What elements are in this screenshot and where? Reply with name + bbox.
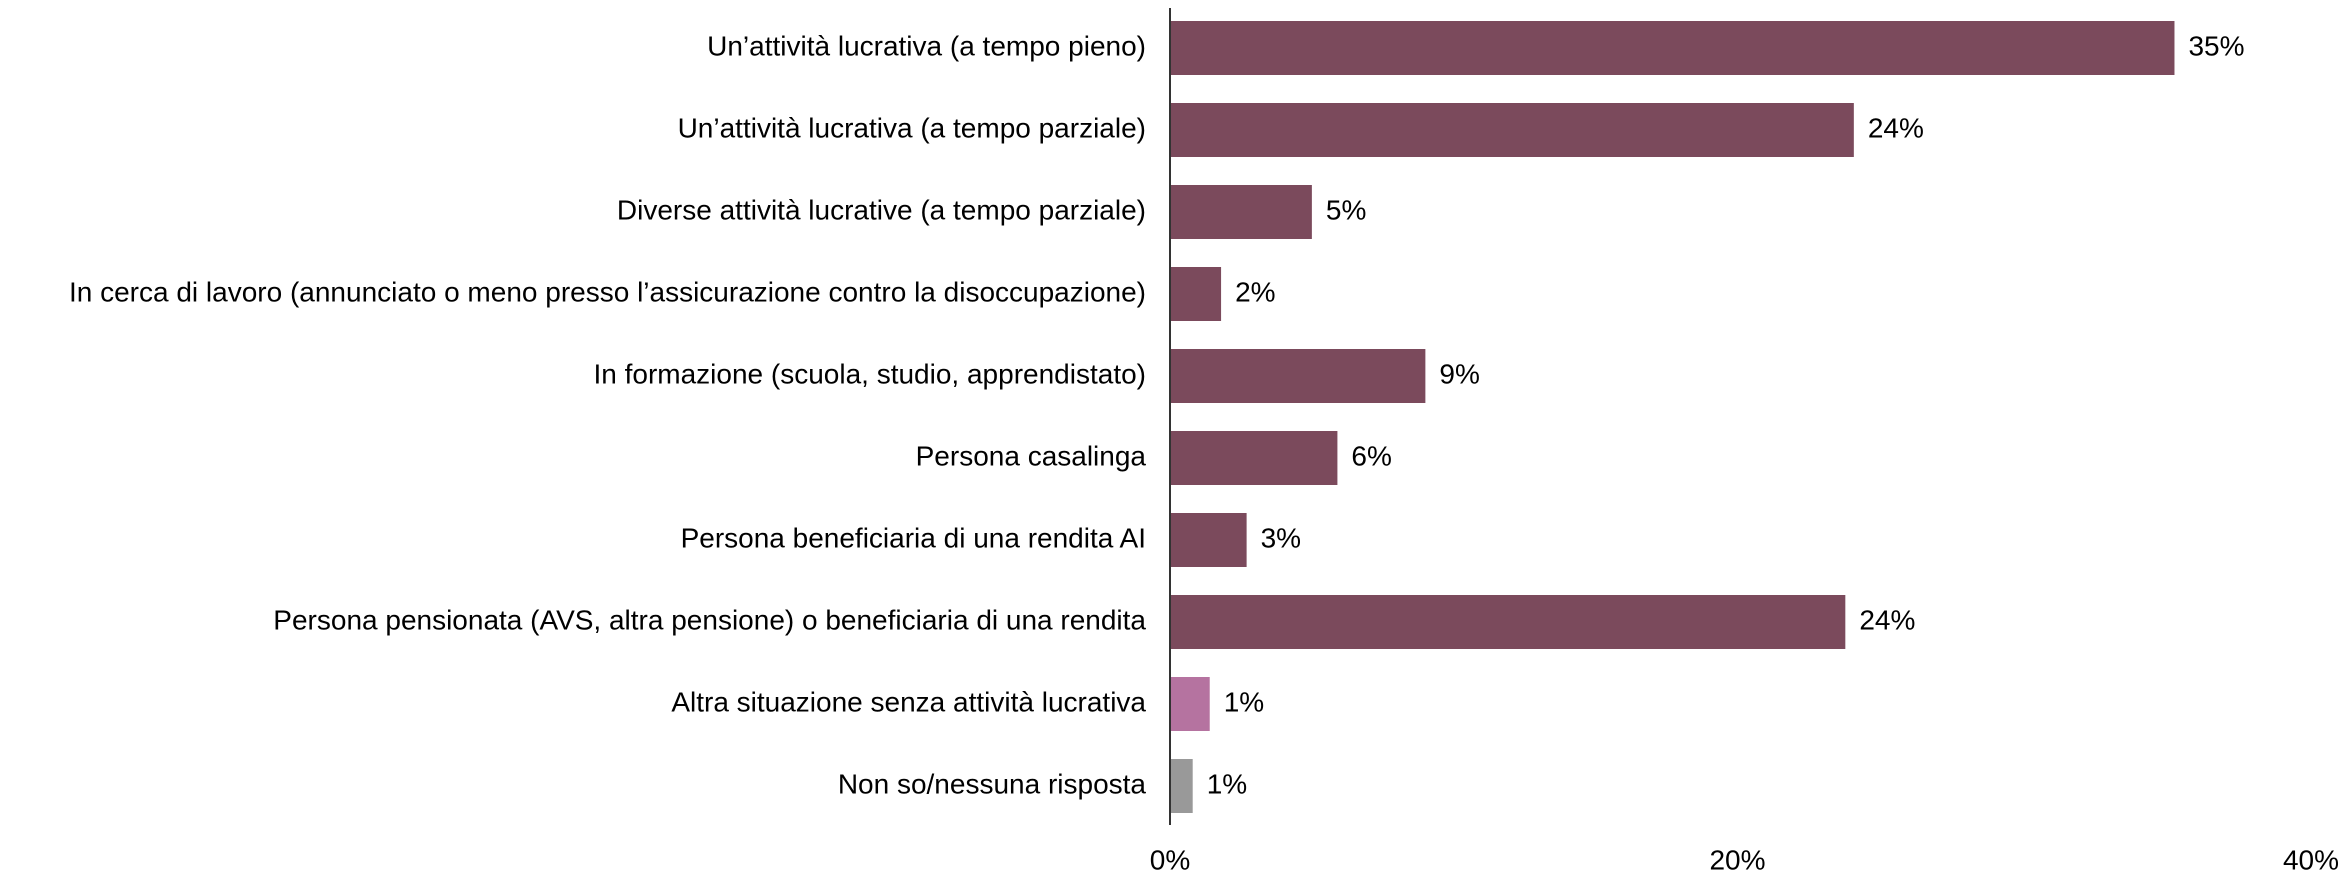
value-label: 24% [1859,604,1915,635]
y-tick-label: In cerca di lavoro (annunciato o meno pr… [69,276,1146,307]
y-tick-label: Un’attività lucrativa (a tempo pieno) [707,30,1146,61]
y-tick-label: Persona casalinga [916,440,1147,471]
bar [1170,349,1426,403]
value-label: 3% [1261,522,1301,553]
y-tick-label: Un’attività lucrativa (a tempo parziale) [678,112,1146,143]
bar [1170,267,1222,321]
value-label: 6% [1351,440,1391,471]
bar [1170,103,1854,157]
y-tick-label: Persona pensionata (AVS, altra pensione)… [273,604,1146,635]
bar [1170,595,1846,649]
y-tick-label: Altra situazione senza attività lucrativ… [671,686,1146,717]
x-tick-label: 40% [2283,844,2339,875]
bar [1170,677,1210,731]
bar [1170,431,1338,485]
y-tick-label: Persona beneficiaria di una rendita AI [681,522,1146,553]
x-tick-label: 0% [1150,844,1190,875]
bar [1170,759,1193,813]
value-label: 1% [1224,686,1264,717]
bar [1170,21,2175,75]
value-label: 24% [1868,112,1924,143]
value-label: 35% [2188,30,2244,61]
y-tick-label: Non so/nessuna risposta [838,768,1147,799]
x-tick-label: 20% [1709,844,1765,875]
value-label: 5% [1326,194,1366,225]
bar [1170,513,1247,567]
y-tick-label: In formazione (scuola, studio, apprendis… [593,358,1146,389]
y-tick-label: Diverse attività lucrative (a tempo parz… [617,194,1146,225]
value-label: 9% [1439,358,1479,389]
value-label: 2% [1235,276,1275,307]
value-label: 1% [1207,768,1247,799]
bar [1170,185,1312,239]
